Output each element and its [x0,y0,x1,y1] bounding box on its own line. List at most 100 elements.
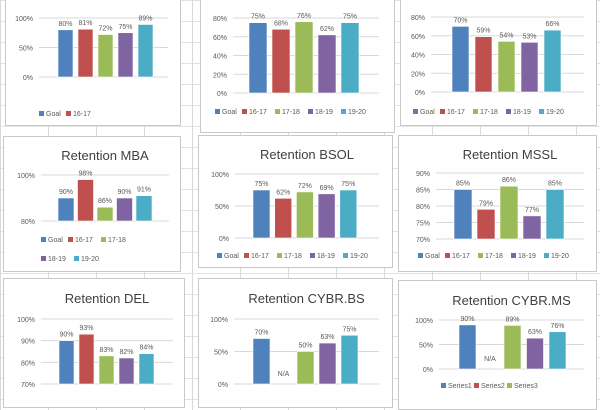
legend-item: 16-17 [75,237,93,244]
bar-17-18[interactable] [97,34,114,78]
bar-16-17[interactable] [476,209,496,240]
legend-item: Series3 [514,383,538,390]
data-label: 70% [254,330,268,337]
bar-18-19[interactable] [116,197,133,222]
y-tick-label: 60% [213,35,227,42]
bar-18-19[interactable] [318,342,337,385]
bar-19-20[interactable] [340,334,359,385]
chart-panel[interactable]: 0% 20% 40% 60% 80% 70% 59% 54% 53% 66% Goal 16-17 17… [400,0,597,126]
bar-17-18[interactable] [296,191,314,239]
legend-item: 17-18 [284,253,302,260]
data-label: 82% [119,349,133,356]
y-tick-label: 100% [17,173,35,180]
bar-Goal[interactable] [57,197,75,222]
bar-17-18[interactable] [497,41,516,93]
legend-item: 17-18 [480,109,498,116]
bar-19-20[interactable] [548,331,567,370]
legend-swatch [441,383,446,388]
bar-Goal[interactable] [57,29,74,78]
data-label: 76% [297,13,311,20]
bar-18-19[interactable] [317,193,336,239]
bar-17-18[interactable] [499,185,519,240]
y-tick-label: 80% [21,360,35,367]
bar-19-20[interactable] [339,189,358,239]
bar-19-20[interactable] [543,29,562,93]
bar-16-17[interactable] [78,333,95,385]
bar-19-20[interactable] [340,22,360,94]
data-label: 75% [118,24,132,31]
bar-18-19[interactable] [522,215,542,240]
bar-17-18[interactable] [503,325,522,370]
legend-swatch [308,109,313,114]
bar-Goal[interactable] [252,338,271,385]
bar-19-20[interactable] [137,24,154,78]
data-label: 89% [138,15,152,22]
bar-18-19[interactable] [117,32,134,78]
y-tick-label: 80% [213,16,227,23]
bar-Goal[interactable] [252,189,271,239]
data-label: 62% [276,189,290,196]
bar-19-20[interactable] [138,353,155,385]
bar-Goal[interactable] [458,324,477,370]
data-label: 72% [98,26,112,33]
bar-18-19[interactable] [526,337,544,370]
data-label: 75% [251,14,265,21]
bar-19-20[interactable] [135,195,153,222]
chart-panel[interactable]: Retention BSOL 0% 50% 100% 75% 62% 72% 69% 75% Go… [198,135,393,268]
legend-swatch [101,237,106,242]
y-tick-label: 100% [17,317,35,324]
bar-chart: Retention MSSL 70% 75% 80% 85% 90% 85% 79% 86% 77… [416,147,584,260]
bar-Goal[interactable] [248,22,268,94]
legend-swatch [473,109,478,114]
legend-swatch [341,109,346,114]
bar-Goal[interactable] [451,26,470,93]
bar-17-18[interactable] [294,21,314,94]
legend-swatch [343,253,348,258]
chart-panel[interactable]: 0% 20% 40% 60% 80% 75% 68% 76% 62% 75% Goal 16-17 17… [200,0,395,133]
bar-16-17[interactable] [77,179,94,222]
y-tick-label: 70% [21,382,35,389]
legend-swatch [544,253,549,258]
chart-panel[interactable]: Retention CYBR.MS 0% 50% 100% 90% N/A 89% 63% 76… [398,280,597,410]
legend-item: 18-19 [317,253,335,260]
chart-title: Retention BSOL [260,147,354,162]
bar-chart: Retention MBA 80% 100% 90% 98% 86% 90% 91% Goal 1… [17,148,169,263]
legend-item: 18-19 [48,256,66,263]
chart-title: Retention MBA [61,148,149,163]
legend-swatch [310,253,315,258]
chart-panel[interactable]: Retention MSSL 70% 75% 80% 85% 90% 85% 79% 86% 77… [398,135,597,272]
legend-swatch [244,253,249,258]
bar-16-17[interactable] [474,36,493,93]
bar-16-17[interactable] [271,28,291,94]
chart-panel[interactable]: Retention MBA 80% 100% 90% 98% 86% 90% 91% Goal 1… [3,136,181,272]
legend-item: 19-20 [546,109,564,116]
bar-18-19[interactable] [520,42,539,93]
data-label: 62% [320,26,334,33]
bar-17-18[interactable] [98,355,115,385]
legend-swatch [41,237,46,242]
data-label: 90% [59,332,73,339]
bar-17-18[interactable] [296,351,315,385]
chart-title: Retention DEL [65,291,150,306]
bar-16-17[interactable] [77,28,94,78]
bar-17-18[interactable] [96,206,114,222]
bar-19-20[interactable] [545,189,565,240]
data-label: 53% [522,33,536,40]
bar-18-19[interactable] [317,34,337,94]
chart-panel[interactable]: 0% 50% 100% 80% 81% 72% 75% 89% Goal 16-17 [5,0,181,126]
chart-panel[interactable]: Retention DEL 70% 80% 90% 100% 90% 93% 83% 82% 84… [3,278,185,408]
bar-18-19[interactable] [118,357,135,385]
y-tick-label: 100% [415,318,433,325]
bar-Goal[interactable] [453,189,473,240]
legend-item: 16-17 [251,253,269,260]
legend-swatch [217,253,222,258]
bar-16-17[interactable] [274,198,293,239]
legend-item: Series2 [481,383,505,390]
bar-chart: Retention BSOL 0% 50% 100% 75% 62% 72% 69% 75% Go… [211,147,379,260]
legend-swatch [275,109,280,114]
chart-panel[interactable]: Retention CYBR.BS 0% 50% 100% 70% N/A 50% 63% 75… [198,278,393,408]
legend-swatch [74,256,79,261]
data-label: 70% [453,17,467,24]
y-tick-label: 50% [419,343,433,350]
bar-Goal[interactable] [58,340,75,385]
